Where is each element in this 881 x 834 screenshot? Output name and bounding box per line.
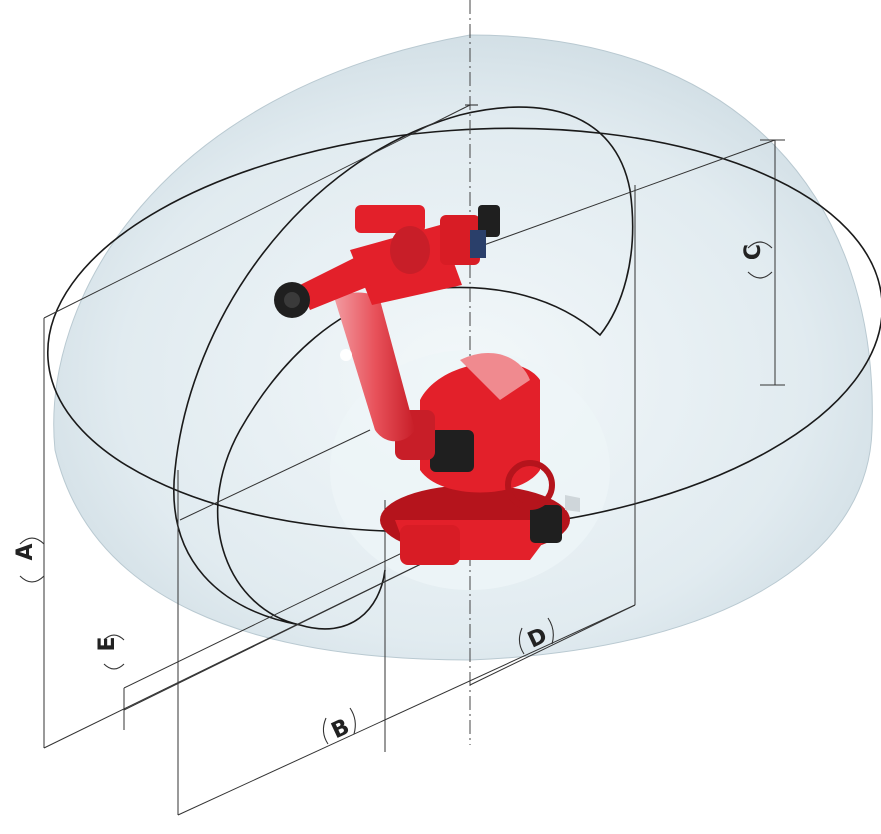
dimension-label-c-text: C	[741, 244, 766, 260]
dimension-label-c: C	[741, 241, 773, 279]
dimension-label-a-text: A	[13, 543, 38, 560]
dimension-label-b: B	[322, 707, 356, 745]
dimension-label-a: A	[13, 537, 45, 583]
dimension-label-b-text: B	[328, 714, 354, 744]
dimension-label-e-text: E	[95, 636, 120, 651]
work-envelope-dome	[53, 34, 873, 661]
dimension-label-e: E	[95, 634, 125, 670]
industrial-robot-arm-icon	[274, 205, 580, 565]
